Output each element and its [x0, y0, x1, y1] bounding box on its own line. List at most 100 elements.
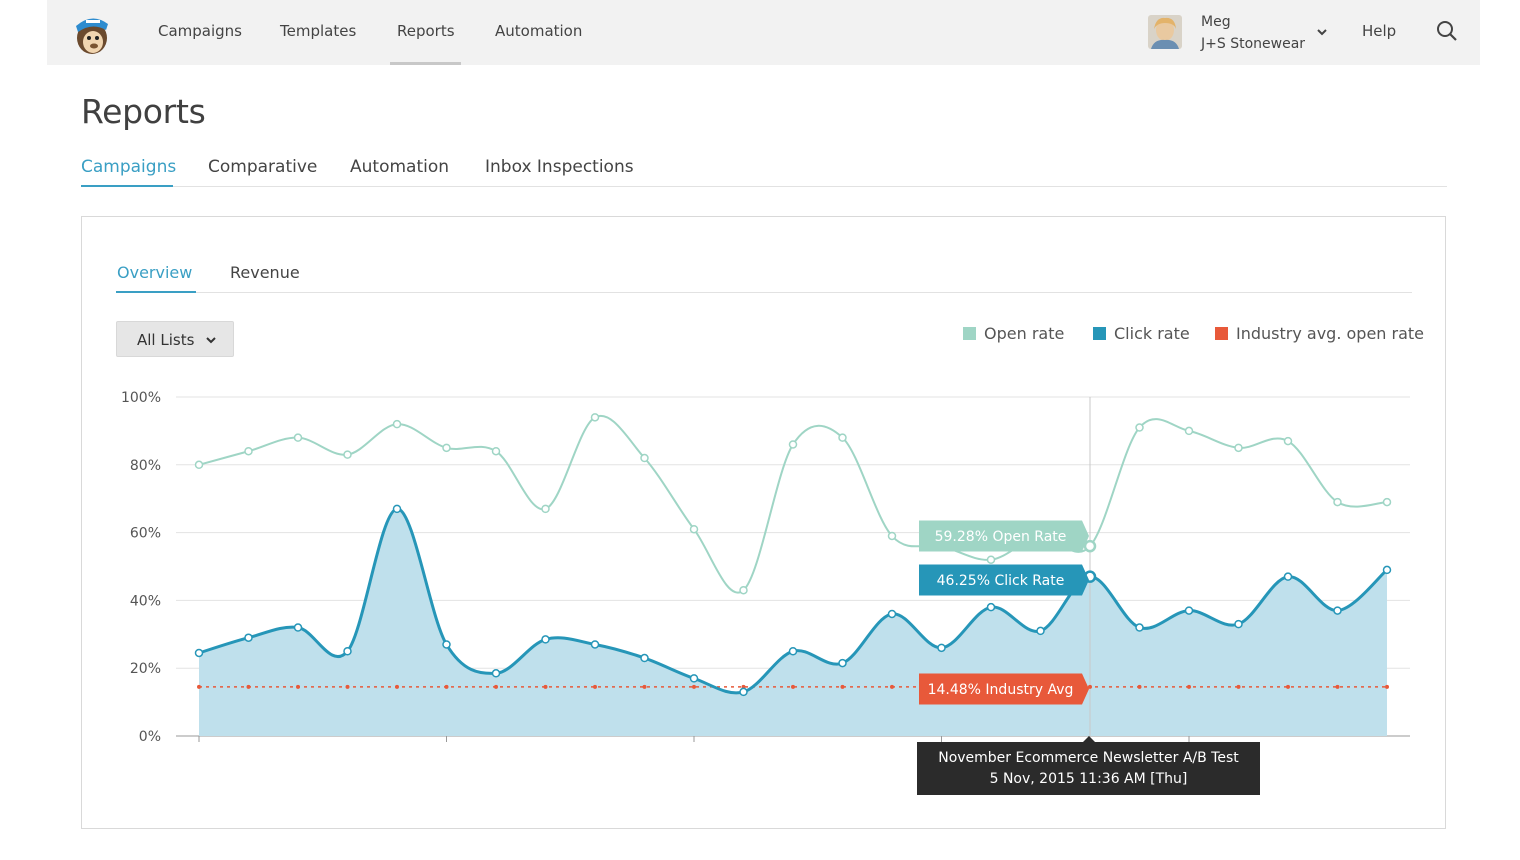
- open-rate-point: [244, 446, 253, 456]
- campaign-tooltip: November Ecommerce Newsletter A/B Test 5…: [917, 742, 1260, 795]
- tab-active-indicator: [81, 185, 173, 187]
- y-tick-label: 80%: [130, 458, 161, 474]
- click-rate-point: [343, 647, 352, 656]
- industry-avg-point: [543, 684, 548, 689]
- industry-avg-point: [296, 684, 300, 689]
- open-rate-line: [198, 414, 1388, 594]
- legend-label-industry-avg: Industry avg. open rate: [1236, 324, 1425, 343]
- open-rate-point: [640, 453, 649, 463]
- open-rate-point: [986, 555, 996, 564]
- click-rate-point: [491, 669, 501, 678]
- industry-avg-point: [197, 684, 201, 689]
- tab-inbox-inspections[interactable]: Inbox Inspections: [485, 157, 634, 177]
- account-chevron-down-icon[interactable]: [1315, 26, 1329, 38]
- open-rate-point: [392, 419, 402, 429]
- subtab-overview[interactable]: Overview: [117, 263, 193, 282]
- industry-avg-point: [395, 684, 399, 689]
- open-rate-point: [1283, 436, 1293, 446]
- open-rate-value-label-bg: [919, 520, 1089, 552]
- click-rate-point: [1234, 619, 1243, 629]
- click-rate-point: [194, 648, 204, 658]
- subtab-revenue[interactable]: Revenue: [230, 263, 300, 282]
- industry-avg-point: [840, 684, 845, 689]
- page-title: Reports: [81, 92, 206, 131]
- tooltip-campaign-date: 5 Nov, 2015 11:36 AM [Thu]: [989, 771, 1188, 787]
- subtab-active-indicator: [116, 291, 196, 293]
- industry-avg-point: [1286, 684, 1290, 689]
- click-rate-point: [689, 674, 699, 683]
- legend-swatch-click-rate: [1093, 327, 1106, 340]
- open-rate-point: [491, 446, 501, 456]
- industry-avg-point: [1187, 684, 1191, 689]
- industry-avg-point: [593, 684, 597, 689]
- legend-label-open-rate: Open rate: [984, 324, 1065, 343]
- click-rate-point: [1382, 565, 1392, 575]
- click-rate-point: [442, 640, 451, 649]
- legend-industry-avg: Industry avg. open rate: [1215, 324, 1424, 344]
- click-rate-point: [887, 609, 897, 619]
- open-rate-point: [739, 585, 748, 595]
- help-link[interactable]: Help: [1362, 22, 1397, 40]
- legend-click-rate: Click rate: [1093, 324, 1190, 344]
- nav-templates[interactable]: Templates: [280, 22, 357, 40]
- click-rate-point: [739, 687, 748, 697]
- open-rate-point: [1184, 426, 1194, 436]
- industry-avg-point: [444, 684, 449, 689]
- open-rate-point: [590, 413, 600, 422]
- nav-campaigns[interactable]: Campaigns: [158, 22, 243, 40]
- industry-avg-point: [890, 684, 894, 689]
- open-rate-highlight-point: [1083, 539, 1097, 553]
- industry-avg-value-label: 14.48% Industry Avg: [928, 682, 1074, 698]
- user-avatar[interactable]: [1148, 15, 1182, 49]
- user-name[interactable]: Meg: [1201, 14, 1231, 30]
- nav-active-indicator: [390, 62, 461, 65]
- y-tick-label: 40%: [130, 593, 161, 609]
- y-tick-label: 60%: [130, 526, 161, 542]
- nav-automation[interactable]: Automation: [495, 22, 583, 40]
- subtabs-divider: [116, 292, 1412, 293]
- tab-campaigns[interactable]: Campaigns: [81, 157, 177, 177]
- click-rate-point: [1135, 623, 1144, 632]
- user-organization[interactable]: J+S Stonewear: [1201, 36, 1306, 52]
- click-rate-point: [1333, 606, 1342, 615]
- top-navigation-bar: [47, 0, 1480, 65]
- open-rate-point: [194, 460, 204, 470]
- click-rate-area: [199, 508, 1387, 736]
- click-rate-point: [392, 504, 402, 514]
- industry-avg-point: [1335, 684, 1340, 689]
- click-rate-value-label: 46.25% Click Rate: [937, 573, 1065, 589]
- open-rate-point: [1333, 497, 1342, 507]
- click-rate-point: [1283, 572, 1293, 581]
- industry-avg-point: [692, 684, 696, 689]
- y-tick-label: 20%: [130, 661, 161, 677]
- list-select-dropdown[interactable]: All Lists: [116, 321, 234, 357]
- open-rate-point: [442, 443, 451, 453]
- industry-avg-point: [494, 684, 498, 689]
- industry-avg-point: [1236, 684, 1241, 689]
- tooltip-campaign-title: November Ecommerce Newsletter A/B Test: [938, 750, 1239, 766]
- legend-label-click-rate: Click rate: [1114, 324, 1190, 343]
- click-rate-point: [293, 623, 303, 632]
- y-tick-label: 0%: [139, 729, 161, 745]
- tabs-divider: [81, 186, 1447, 187]
- industry-avg-point: [642, 684, 647, 689]
- click-rate-point: [838, 658, 847, 668]
- tab-automation[interactable]: Automation: [350, 157, 450, 177]
- nav-reports[interactable]: Reports: [397, 22, 455, 40]
- y-tick-label: 100%: [121, 390, 161, 406]
- mailchimp-logo-icon[interactable]: [72, 12, 112, 56]
- industry-avg-point: [1137, 684, 1142, 689]
- list-select-label: All Lists: [137, 331, 195, 349]
- click-rate-point: [244, 633, 253, 642]
- industry-avg-point: [791, 684, 795, 689]
- click-rate-point: [937, 643, 946, 653]
- tab-comparative[interactable]: Comparative: [208, 157, 318, 177]
- open-rate-point: [343, 450, 352, 459]
- tooltip-arrow: [1083, 736, 1095, 742]
- search-icon[interactable]: [1436, 20, 1458, 42]
- chevron-down-icon: [206, 337, 216, 344]
- legend-swatch-industry-avg: [1215, 327, 1228, 340]
- industry-avg-point: [246, 684, 251, 689]
- click-rate-point: [541, 635, 550, 644]
